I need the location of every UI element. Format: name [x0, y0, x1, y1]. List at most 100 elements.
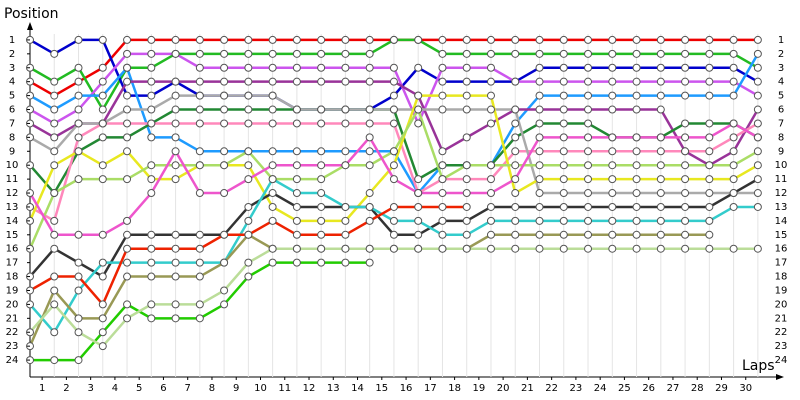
point	[244, 230, 253, 239]
point	[584, 175, 593, 184]
point	[244, 35, 253, 44]
point	[74, 286, 83, 295]
y-tick-label-right: 7	[778, 118, 784, 129]
y-tick-label-right: 14	[775, 216, 788, 227]
point	[244, 272, 253, 281]
point	[608, 147, 617, 156]
point	[511, 189, 520, 198]
point	[462, 161, 471, 170]
point	[292, 119, 301, 128]
point	[389, 35, 398, 44]
point	[147, 314, 156, 323]
point	[535, 147, 544, 156]
point	[389, 63, 398, 72]
point	[584, 133, 593, 142]
point	[511, 175, 520, 184]
y-axis-arrow	[27, 22, 33, 30]
point	[147, 244, 156, 253]
point	[486, 119, 495, 128]
point	[268, 63, 277, 72]
point	[438, 161, 447, 170]
x-tick-label: 6	[160, 383, 166, 394]
point	[608, 189, 617, 198]
point	[244, 161, 253, 170]
point	[632, 63, 641, 72]
point	[50, 300, 59, 309]
x-tick-label: 17	[424, 383, 437, 394]
point	[389, 202, 398, 211]
point	[268, 244, 277, 253]
point	[632, 133, 641, 142]
point	[486, 161, 495, 170]
point	[414, 175, 423, 184]
point	[98, 161, 107, 170]
point	[123, 77, 132, 86]
point	[171, 49, 180, 58]
point	[559, 175, 568, 184]
point	[753, 91, 762, 100]
point	[268, 49, 277, 58]
point	[123, 147, 132, 156]
point	[341, 147, 350, 156]
point	[632, 189, 641, 198]
y-tick-label-right: 8	[778, 132, 784, 143]
point	[584, 63, 593, 72]
point	[341, 202, 350, 211]
point	[123, 105, 132, 114]
point	[50, 147, 59, 156]
point	[705, 147, 714, 156]
x-tick-label: 19	[472, 383, 485, 394]
point	[195, 258, 204, 267]
point	[171, 133, 180, 142]
y-tick-label: 22	[6, 327, 19, 338]
point	[414, 63, 423, 72]
point	[632, 49, 641, 58]
point	[317, 216, 326, 225]
point	[705, 189, 714, 198]
y-tick-label-right: 22	[775, 327, 788, 338]
point	[317, 258, 326, 267]
point	[705, 161, 714, 170]
point	[195, 35, 204, 44]
point	[389, 91, 398, 100]
point	[389, 77, 398, 86]
point	[74, 314, 83, 323]
point	[486, 91, 495, 100]
point	[511, 35, 520, 44]
point	[705, 63, 714, 72]
point	[656, 147, 665, 156]
point	[50, 216, 59, 225]
y-tick-label: 23	[6, 341, 19, 352]
point	[389, 216, 398, 225]
point	[608, 63, 617, 72]
point	[535, 63, 544, 72]
point	[341, 216, 350, 225]
point	[98, 105, 107, 114]
point	[414, 91, 423, 100]
point	[438, 63, 447, 72]
point	[123, 49, 132, 58]
point	[98, 328, 107, 337]
y-tick-label-right: 1	[778, 35, 784, 46]
point	[729, 161, 738, 170]
x-tick-label: 30	[739, 383, 752, 394]
point	[50, 161, 59, 170]
point	[462, 189, 471, 198]
point	[268, 35, 277, 44]
x-tick-label: 29	[715, 383, 728, 394]
point	[656, 175, 665, 184]
point	[584, 35, 593, 44]
point	[292, 175, 301, 184]
point	[220, 77, 229, 86]
point	[317, 202, 326, 211]
point	[486, 202, 495, 211]
point	[681, 133, 690, 142]
point	[147, 105, 156, 114]
x-tick-label: 18	[448, 383, 461, 394]
point	[414, 230, 423, 239]
point	[632, 91, 641, 100]
x-tick-label: 5	[136, 383, 142, 394]
point	[656, 63, 665, 72]
point	[220, 230, 229, 239]
point	[147, 272, 156, 281]
